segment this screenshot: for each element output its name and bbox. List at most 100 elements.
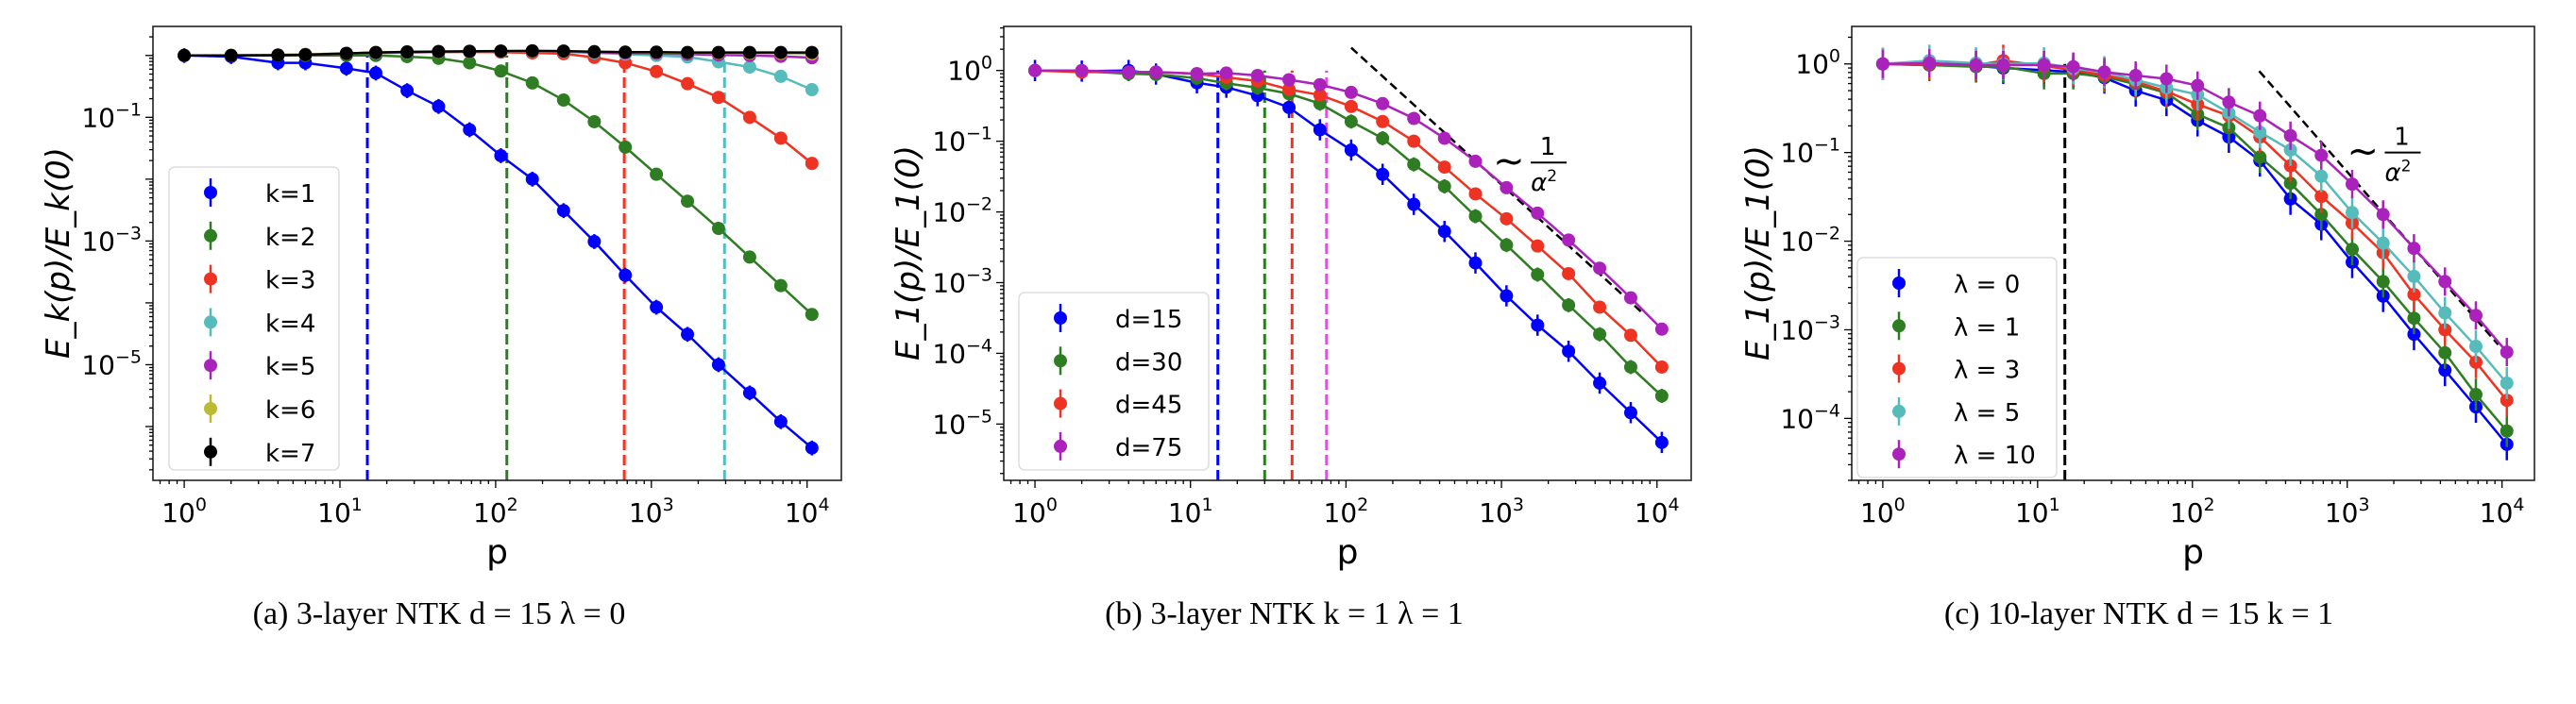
data-point [1623, 360, 1637, 374]
plot-area [1875, 44, 2514, 480]
legend-label: k=4 [265, 310, 315, 338]
data-point [339, 46, 353, 60]
series-d=75 [1028, 63, 1669, 336]
data-point [1344, 142, 1358, 157]
tick-base: 10 [932, 126, 966, 158]
data-point [1313, 88, 1327, 102]
data-point [556, 93, 570, 108]
y-axis-label-a: E_k(p)/E_k(0) [40, 146, 77, 360]
legend-label: k=2 [265, 224, 315, 252]
data-point [1500, 238, 1514, 252]
data-point [1376, 131, 1390, 145]
data-point [773, 69, 788, 83]
tick-exponent: −3 [115, 223, 142, 243]
data-point [773, 414, 788, 428]
data-point [742, 60, 756, 75]
scaling-annotation: ~1 α2 [2347, 124, 2421, 188]
x-axis-label: p [1337, 533, 1359, 572]
tick-base: 10 [317, 497, 351, 528]
data-point [224, 48, 238, 62]
data-point [1149, 65, 1163, 79]
data-point [2345, 243, 2359, 257]
legend-label: d=15 [1115, 306, 1182, 334]
data-point [2314, 148, 2329, 162]
data-point [525, 43, 539, 58]
data-point [2438, 345, 2452, 360]
tick-exponent: −4 [966, 335, 992, 356]
data-point [1407, 111, 1421, 126]
x-tick-label: 104 [785, 494, 830, 528]
tick-base: 10 [1635, 497, 1669, 528]
x-tick-label: 103 [1479, 494, 1524, 528]
tick-exponent: 0 [1894, 494, 1906, 515]
data-point [1437, 225, 1451, 239]
x-tick-label: 103 [629, 494, 674, 528]
data-point [1344, 114, 1358, 128]
legend-item: d=30 [1054, 346, 1182, 377]
data-point [1654, 322, 1669, 336]
legend-item: d=45 [1054, 389, 1182, 420]
data-point [1593, 376, 1607, 390]
legend-item: k=5 [204, 351, 315, 381]
data-point [368, 45, 382, 59]
data-point [1593, 300, 1607, 314]
data-point [650, 300, 664, 314]
data-point [1969, 58, 1983, 72]
data-point [711, 222, 725, 236]
tick-exponent: −5 [966, 406, 992, 427]
tick-base: 10 [2325, 497, 2359, 528]
legend-marker [1892, 404, 1906, 418]
data-point [2283, 176, 2297, 191]
data-point [463, 123, 477, 137]
data-point [2407, 311, 2421, 326]
tick-base: 10 [81, 226, 115, 257]
data-point [2500, 376, 2514, 390]
legend-item: λ = 3 [1892, 354, 2020, 385]
legend-label: d=30 [1115, 348, 1182, 377]
x-axis-label: p [486, 533, 508, 572]
tick-exponent: −2 [966, 194, 992, 215]
data-point [2500, 394, 2514, 408]
legend-label: λ = 0 [1954, 271, 2020, 299]
legend: k=1 k=2 k=3 k=4 k=5 k=6 k=7 [168, 166, 340, 471]
legend-marker [204, 359, 217, 373]
data-point [2253, 109, 2267, 123]
data-point [1028, 63, 1042, 77]
y-tick-label: 10−3 [932, 264, 992, 298]
legend-label: k=7 [265, 440, 315, 468]
data-point [742, 386, 756, 400]
legend-marker [204, 228, 217, 243]
annotation-tilde: ~ [2347, 130, 2379, 174]
data-point [1282, 100, 1296, 114]
legend-label: d=45 [1115, 392, 1182, 420]
tick-base: 10 [1860, 497, 1894, 528]
data-point [368, 66, 382, 80]
data-point [681, 76, 695, 91]
data-point [773, 278, 788, 293]
tick-base: 10 [1324, 497, 1358, 528]
data-point [650, 167, 664, 181]
data-point [1654, 435, 1669, 449]
tick-exponent: 1 [1201, 494, 1212, 515]
data-point [1531, 239, 1545, 253]
legend-item: d=75 [1054, 431, 1182, 462]
y-tick-label: 10−5 [81, 346, 142, 380]
legend-marker [204, 402, 217, 415]
data-point [742, 110, 756, 125]
data-point [1075, 63, 1089, 77]
legend-label: k=6 [265, 396, 315, 425]
data-point [525, 172, 539, 186]
data-point [2037, 58, 2051, 72]
legend-item: k=4 [204, 308, 315, 338]
tick-exponent: 3 [663, 494, 674, 515]
plot-area [1028, 46, 1669, 480]
tick-exponent: −2 [1814, 224, 1840, 244]
data-point [619, 45, 633, 59]
data-point [1623, 328, 1637, 343]
data-point [494, 148, 508, 162]
tick-exponent: 2 [1357, 494, 1368, 515]
legend-label: k=3 [265, 267, 315, 295]
data-point [2468, 340, 2483, 354]
tick-base: 10 [161, 497, 195, 528]
legend-label: λ = 3 [1954, 357, 2020, 385]
